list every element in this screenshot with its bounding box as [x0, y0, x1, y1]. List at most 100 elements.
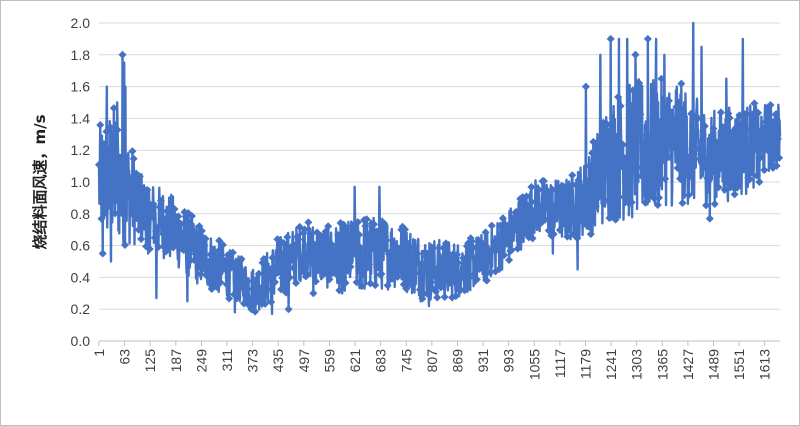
data-point: [308, 258, 317, 267]
data-point: [379, 219, 388, 228]
data-point: [251, 307, 260, 316]
data-point: [279, 238, 288, 247]
data-point: [688, 144, 697, 153]
data-point: [352, 278, 361, 287]
data-point: [709, 124, 718, 133]
data-point: [718, 135, 727, 144]
data-point: [291, 279, 300, 288]
x-tick-label: 1055: [526, 349, 542, 380]
data-point: [289, 263, 298, 272]
data-point: [96, 120, 105, 129]
data-point: [186, 256, 195, 265]
data-point: [775, 153, 784, 162]
data-point: [304, 218, 313, 227]
data-point: [635, 79, 644, 88]
data-point: [324, 222, 333, 231]
data-point: [595, 192, 604, 201]
data-point: [472, 275, 481, 284]
x-tick-label: 1303: [629, 349, 645, 380]
data-point: [396, 267, 405, 276]
data-point: [612, 132, 621, 141]
data-point: [346, 262, 355, 271]
y-tick-label: 1.0: [71, 174, 91, 190]
data-point: [298, 254, 307, 263]
data-point: [148, 212, 157, 221]
data-point: [589, 137, 598, 146]
data-point: [274, 268, 283, 277]
data-point: [596, 142, 605, 151]
data-point: [197, 226, 206, 235]
data-point: [129, 154, 138, 163]
data-point: [166, 234, 175, 243]
data-point: [254, 269, 263, 278]
data-point: [674, 98, 683, 107]
data-point: [766, 100, 775, 109]
data-point: [498, 214, 507, 223]
data-point: [707, 166, 716, 175]
data-point: [353, 218, 362, 227]
data-point: [752, 171, 761, 180]
data-point: [721, 178, 730, 187]
data-point: [429, 243, 438, 252]
data-point: [642, 131, 651, 140]
data-point: [121, 240, 130, 249]
data-point: [358, 260, 367, 269]
data-point: [579, 187, 588, 196]
data-point: [187, 212, 196, 221]
data-point: [450, 277, 459, 286]
data-point: [568, 171, 577, 180]
data-point: [413, 249, 422, 258]
series-group: [95, 21, 784, 316]
data-point: [206, 250, 215, 259]
data-point: [581, 82, 590, 91]
data-point: [512, 207, 521, 216]
x-tick-label: 63: [117, 349, 133, 365]
data-point: [383, 281, 392, 290]
x-tick-label: 125: [142, 349, 158, 373]
data-point: [656, 157, 665, 166]
data-point: [113, 125, 122, 134]
data-point: [423, 249, 432, 258]
data-point: [536, 203, 545, 212]
x-tick-label: 1489: [706, 349, 722, 380]
data-point: [693, 114, 702, 123]
data-point: [513, 244, 522, 253]
data-point: [145, 245, 154, 254]
data-point: [584, 177, 593, 186]
data-point: [185, 249, 194, 258]
data-point: [510, 225, 519, 234]
data-point: [708, 142, 717, 151]
data-point: [671, 143, 680, 152]
data-point: [600, 125, 609, 134]
data-point: [303, 270, 312, 279]
data-point: [114, 162, 123, 171]
data-point: [169, 243, 178, 252]
y-tick-label: 1.4: [71, 110, 91, 126]
data-point: [218, 240, 227, 249]
data-point: [678, 198, 687, 207]
data-point: [532, 214, 541, 223]
data-point: [772, 161, 781, 170]
data-point: [495, 265, 504, 274]
data-point: [98, 249, 107, 258]
data-point: [645, 158, 654, 167]
data-point: [329, 245, 338, 254]
data-point: [454, 258, 463, 267]
data-point: [394, 244, 403, 253]
x-tick-label: 1551: [731, 349, 747, 380]
data-point: [500, 251, 509, 260]
data-point: [252, 276, 261, 285]
data-point: [261, 299, 270, 308]
data-point: [163, 207, 172, 216]
data-point: [436, 283, 445, 292]
data-point: [714, 183, 723, 192]
data-point: [557, 183, 566, 192]
y-tick-label: 0.4: [71, 269, 91, 285]
data-point: [410, 269, 419, 278]
data-point: [669, 116, 678, 125]
data-point: [339, 253, 348, 262]
data-point: [438, 256, 447, 265]
data-point: [256, 290, 265, 299]
data-point: [741, 136, 750, 145]
data-point: [201, 234, 210, 243]
